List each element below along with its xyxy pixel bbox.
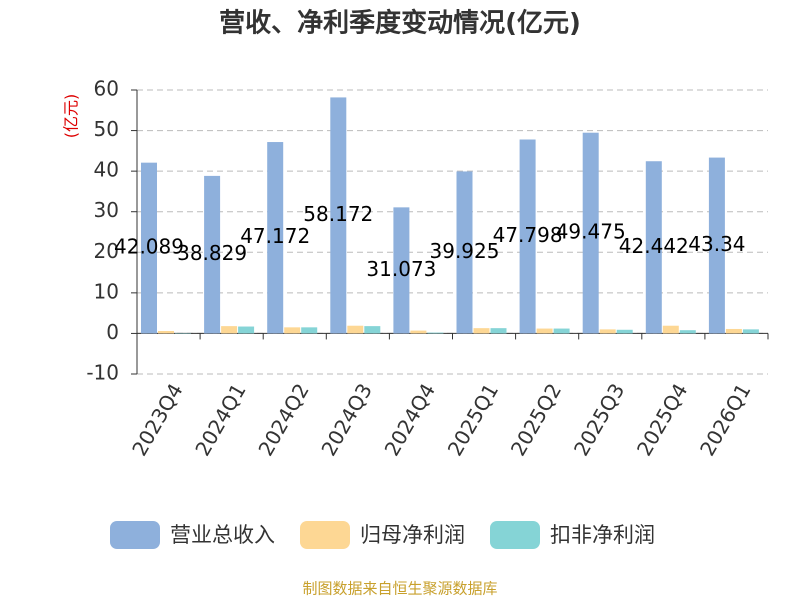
bar [141, 162, 157, 334]
data-label: 39.925 [430, 239, 500, 263]
y-tick-label: 10 [94, 279, 119, 303]
bar [301, 327, 318, 334]
y-tick-label: 0 [106, 320, 119, 344]
x-tick-label: 2025Q2 [506, 379, 566, 460]
data-label: 31.073 [366, 257, 436, 281]
source-note: 制图数据来自恒生聚源数据库 [302, 580, 497, 598]
bar [284, 327, 301, 334]
x-tick-label: 2023Q4 [127, 379, 187, 460]
bar [204, 175, 221, 334]
bar [393, 207, 410, 334]
data-label: 49.475 [556, 220, 626, 244]
bar [599, 329, 616, 334]
bar [742, 329, 759, 334]
bar [221, 326, 238, 334]
y-tick-label: 50 [94, 117, 119, 141]
y-tick-label: 60 [94, 77, 119, 101]
data-label: 47.172 [240, 224, 310, 248]
bar [330, 97, 347, 334]
data-label: 47.798 [493, 223, 563, 247]
bar [238, 326, 255, 334]
bar [456, 171, 473, 334]
legend-swatch [110, 521, 160, 549]
data-label: 42.089 [114, 235, 184, 259]
bar [645, 161, 662, 334]
legend-swatch [300, 521, 350, 549]
data-label: 58.172 [303, 202, 373, 226]
bar [536, 328, 553, 334]
x-tick-label: 2025Q3 [569, 379, 629, 460]
bar [364, 326, 381, 334]
y-tick-label: -10 [86, 361, 119, 385]
legend-label: 归母净利润 [360, 523, 465, 547]
chart-title: 营收、净利季度变动情况(亿元) [219, 8, 581, 39]
bar [616, 329, 633, 334]
legend-label: 扣非净利润 [550, 523, 655, 547]
data-label: 38.829 [177, 241, 247, 265]
x-tick-label: 2025Q1 [443, 379, 503, 460]
bar [582, 132, 599, 334]
x-tick-label: 2024Q2 [253, 379, 313, 460]
y-tick-label: 20 [94, 239, 119, 263]
data-label: 42.442 [619, 234, 689, 258]
x-tick-label: 2026Q1 [695, 379, 755, 460]
bar [725, 328, 742, 334]
bar [267, 142, 284, 334]
bar [347, 325, 364, 334]
bar [708, 157, 725, 334]
bar [553, 328, 570, 334]
legend-swatch [490, 521, 540, 549]
y-axis-label: (亿元) [62, 94, 81, 139]
y-tick-label: 40 [94, 158, 119, 182]
bar [662, 325, 679, 334]
data-label: 43.34 [688, 232, 745, 256]
bar [679, 330, 696, 334]
bar [519, 139, 536, 334]
bar [490, 328, 507, 334]
x-tick-label: 2025Q4 [632, 379, 692, 460]
bar [427, 332, 444, 334]
legend-label: 营业总收入 [170, 523, 275, 547]
x-tick-label: 2024Q1 [190, 379, 250, 460]
y-tick-label: 30 [94, 198, 119, 222]
bar [158, 330, 174, 334]
x-tick-label: 2024Q4 [380, 379, 440, 460]
x-tick-label: 2024Q3 [316, 379, 376, 460]
bar [410, 330, 427, 334]
bar [473, 328, 490, 334]
